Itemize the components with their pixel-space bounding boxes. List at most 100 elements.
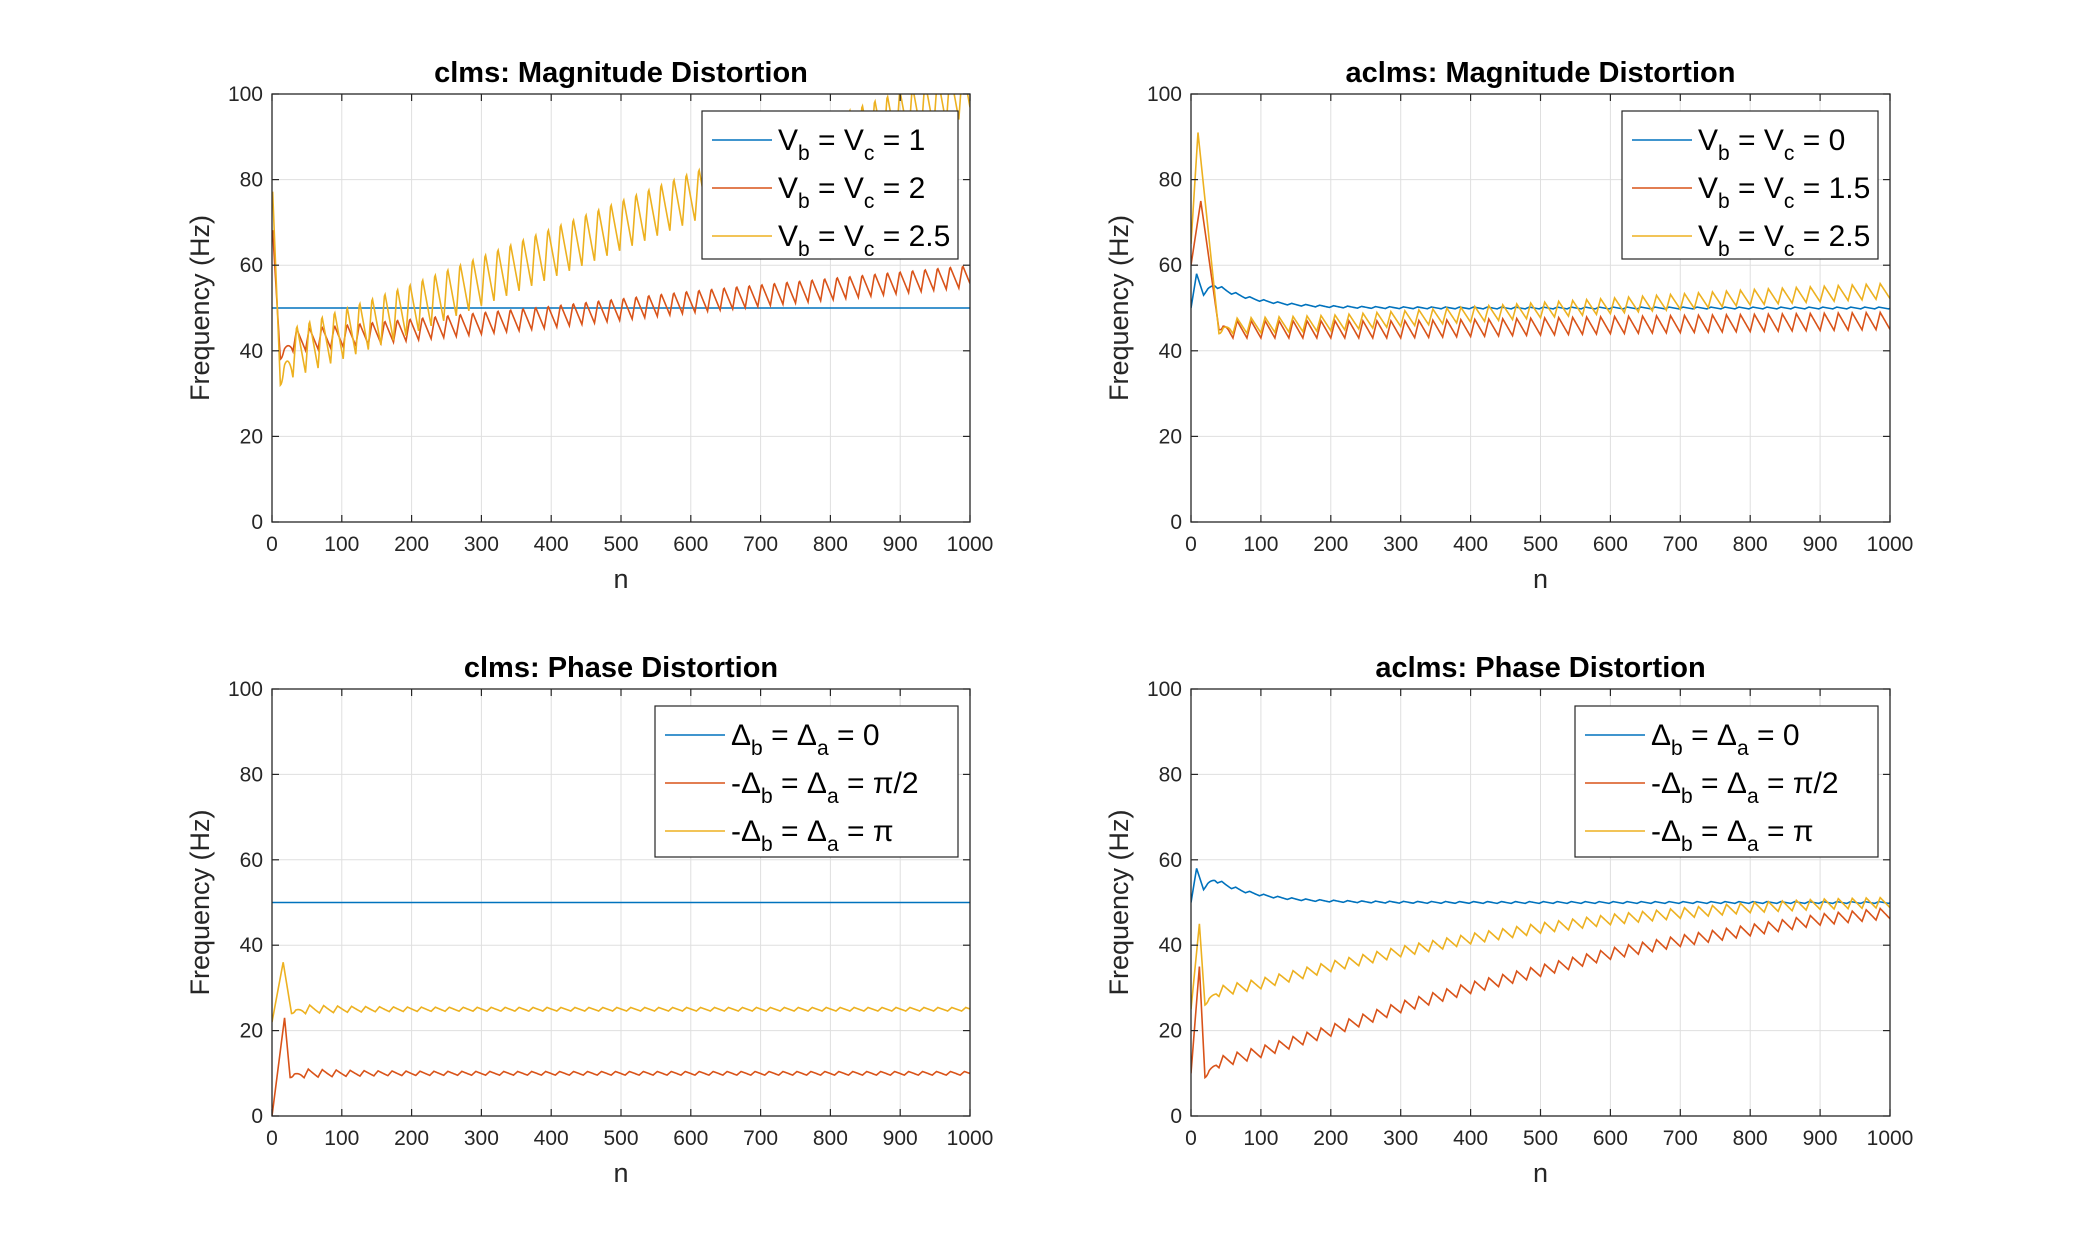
y-tick-label: 20 <box>1159 425 1182 448</box>
y-tick-label: 20 <box>1159 1020 1182 1043</box>
y-tick-label: 0 <box>251 1105 263 1128</box>
legend-label-part: = Δ <box>1683 719 1737 752</box>
x-tick-label: 100 <box>324 533 359 556</box>
legend-label-part: = 2.5 <box>1794 220 1870 253</box>
y-tick-label: 0 <box>1170 511 1182 534</box>
legend-label-part: b <box>798 190 810 213</box>
legend-label-part: a <box>827 785 839 808</box>
legend-label-part: = Δ <box>773 767 827 800</box>
x-tick-label: 400 <box>534 533 569 556</box>
legend-label-part: V <box>778 220 798 253</box>
legend-label-part: a <box>817 737 829 760</box>
y-tick-label: 80 <box>240 763 263 786</box>
legend-label-part: = V <box>810 124 864 157</box>
legend: Δb = Δa = 0-Δb = Δa = π/2-Δb = Δa = π <box>654 705 959 858</box>
legend-label-3: Vb = Vc = 2.5 <box>778 220 950 261</box>
legend-label-part: -Δ <box>731 815 761 848</box>
series-line-3 <box>272 962 970 1023</box>
legend-box <box>701 110 959 260</box>
series-line-3 <box>1191 896 1890 1010</box>
x-tick-label: 1000 <box>1867 533 1914 556</box>
x-tick-label: 300 <box>464 533 499 556</box>
x-tick-label: 1000 <box>947 533 994 556</box>
legend-label-part: b <box>1718 142 1730 165</box>
legend-label-part: = V <box>810 220 864 253</box>
legend-label-part: b <box>761 833 773 856</box>
legend-label-part: = Δ <box>1693 767 1747 800</box>
x-tick-label: 800 <box>813 533 848 556</box>
legend-label-part: -Δ <box>1651 815 1681 848</box>
legend-label-part: b <box>1681 785 1693 808</box>
legend-box <box>1574 705 1879 858</box>
x-tick-label: 200 <box>1313 533 1348 556</box>
x-tick-label: 300 <box>1383 1127 1418 1150</box>
legend-label-part: = π <box>839 815 894 848</box>
chart-title: clms: Phase Distortion <box>464 652 778 684</box>
legend-label-part: = V <box>810 172 864 205</box>
legend-label-part: V <box>778 124 798 157</box>
x-axis-label: n <box>613 564 628 594</box>
x-axis-label: n <box>1533 1158 1548 1188</box>
legend-label-part: = 0 <box>829 719 880 752</box>
x-tick-label: 500 <box>603 533 638 556</box>
x-tick-label: 0 <box>266 1127 278 1150</box>
legend-label-1: Vb = Vc = 0 <box>1698 124 1845 165</box>
y-tick-label: 20 <box>240 1020 263 1043</box>
legend-label-part: V <box>1698 124 1718 157</box>
series-line-2 <box>272 230 970 362</box>
legend-label-part: Δ <box>1651 719 1671 752</box>
legend-label-part: = Δ <box>1693 815 1747 848</box>
x-tick-label: 100 <box>1243 1127 1278 1150</box>
series-line-2 <box>272 1017 970 1116</box>
legend-label-part: b <box>1718 238 1730 261</box>
y-tick-label: 40 <box>240 340 263 363</box>
x-tick-label: 700 <box>743 1127 778 1150</box>
legend-label-part: = 1.5 <box>1794 172 1870 205</box>
y-tick-label: 0 <box>251 511 263 534</box>
legend-label-part: = 2.5 <box>874 220 950 253</box>
x-tick-label: 500 <box>1523 1127 1558 1150</box>
legend-label-part: c <box>1784 142 1795 165</box>
x-tick-label: 700 <box>1663 533 1698 556</box>
x-tick-label: 400 <box>1453 1127 1488 1150</box>
chart-panel-3: 0 100 200 300 400 500 600 700 800 900 1000 0 20 40 60 8… <box>185 652 993 1188</box>
legend-label-part: V <box>778 172 798 205</box>
y-axis-label: Frequency (Hz) <box>1104 215 1134 401</box>
legend-label-part: c <box>1784 190 1795 213</box>
legend-label-part: = V <box>1730 124 1784 157</box>
y-tick-label: 40 <box>1159 934 1182 957</box>
x-tick-label: 200 <box>1313 1127 1348 1150</box>
series-line-1 <box>1191 273 1890 310</box>
x-tick-label: 800 <box>1733 1127 1768 1150</box>
legend-label-part: = Δ <box>773 815 827 848</box>
y-tick-label: 0 <box>1170 1105 1182 1128</box>
legend-label-3: Vb = Vc = 2.5 <box>1698 220 1870 261</box>
legend-label-part: = π <box>1759 815 1814 848</box>
legend-label-1: Vb = Vc = 1 <box>778 124 925 165</box>
x-tick-label: 300 <box>464 1127 499 1150</box>
x-tick-label: 200 <box>394 1127 429 1150</box>
series-line-1 <box>1191 868 1890 905</box>
series-line-2 <box>1191 200 1890 341</box>
y-tick-label: 80 <box>1159 169 1182 192</box>
y-tick-label: 100 <box>228 678 263 701</box>
legend-label-1: Δb = Δa = 0 <box>731 719 880 760</box>
legend-label-part: V <box>1698 172 1718 205</box>
legend-label-part: b <box>1718 190 1730 213</box>
legend-label-part: b <box>751 737 763 760</box>
x-tick-label: 500 <box>603 1127 638 1150</box>
y-tick-label: 100 <box>1147 83 1182 106</box>
legend: Vb = Vc = 1Vb = Vc = 2Vb = Vc = 2.5 <box>701 110 959 261</box>
x-tick-label: 900 <box>883 1127 918 1150</box>
y-axis-label: Frequency (Hz) <box>185 809 215 995</box>
y-axis-label: Frequency (Hz) <box>1104 809 1134 995</box>
x-tick-label: 800 <box>813 1127 848 1150</box>
legend-box <box>654 705 959 858</box>
x-tick-label: 200 <box>394 533 429 556</box>
legend-label-part: = 0 <box>1749 719 1800 752</box>
x-tick-label: 800 <box>1733 533 1768 556</box>
chart-panel-2: 0 100 200 300 400 500 600 700 800 900 1000 0 20 40 60 8… <box>1104 57 1913 594</box>
legend-label-part: Δ <box>731 719 751 752</box>
legend-label-part: b <box>798 238 810 261</box>
